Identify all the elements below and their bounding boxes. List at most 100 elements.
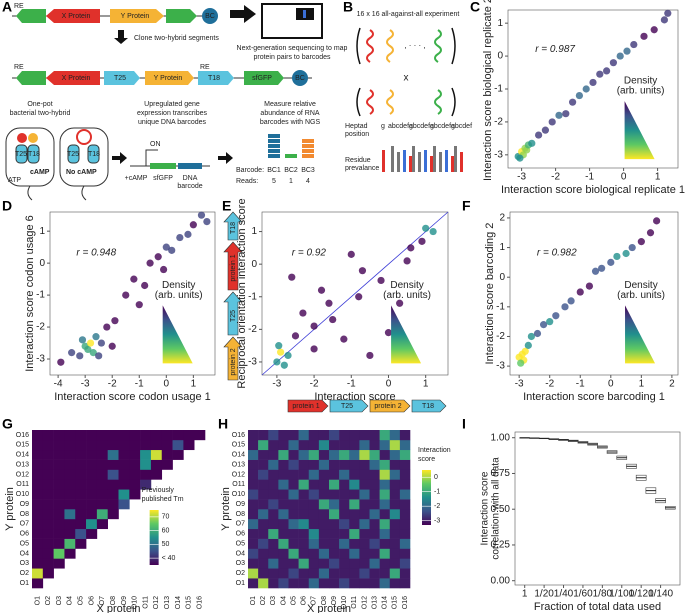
cell xyxy=(129,479,141,490)
cell xyxy=(308,469,320,480)
cell xyxy=(329,548,340,559)
cell xyxy=(349,578,360,589)
cell xyxy=(86,528,98,539)
cell xyxy=(248,518,259,530)
cell xyxy=(248,578,259,589)
re: RE xyxy=(200,64,210,71)
cell xyxy=(42,449,54,460)
y-tick-label: -2 xyxy=(248,324,257,335)
cell xyxy=(42,548,54,559)
y-tick-label: 0 xyxy=(497,51,503,62)
cell xyxy=(329,578,340,589)
cell xyxy=(32,479,44,490)
cell xyxy=(339,538,350,549)
cell xyxy=(379,459,391,470)
cell xyxy=(389,538,401,549)
x-tick-label: -2 xyxy=(551,172,560,183)
cell xyxy=(64,499,76,510)
cell xyxy=(298,459,310,470)
y-tick-label: O11 xyxy=(16,481,29,488)
cell xyxy=(64,528,76,539)
y-tick-label: O15 xyxy=(16,442,29,449)
cell xyxy=(278,558,289,569)
point xyxy=(603,67,611,75)
point xyxy=(168,246,176,254)
plot-frame xyxy=(261,211,449,376)
x-tick-label: O6 xyxy=(88,596,95,605)
cell xyxy=(42,479,54,490)
point xyxy=(521,347,529,355)
x-axis-label: X protein xyxy=(96,603,140,613)
cell xyxy=(53,518,65,530)
cell xyxy=(308,499,320,510)
cell xyxy=(64,489,76,500)
cell xyxy=(339,439,350,451)
y-tick-label: O2 xyxy=(20,570,29,577)
cell xyxy=(288,558,299,569)
cell xyxy=(329,499,340,510)
point xyxy=(664,9,672,17)
barcode-gene xyxy=(178,163,202,169)
point xyxy=(135,301,143,309)
cell xyxy=(349,558,360,569)
cell xyxy=(369,548,380,559)
point xyxy=(582,85,590,93)
cell xyxy=(379,430,391,441)
y-tick-label: O6 xyxy=(236,531,245,538)
x-tick-label: 1/40 xyxy=(554,589,574,600)
x-tick-label: -1 xyxy=(585,172,594,183)
gene-label: Y Protein xyxy=(121,13,150,20)
cell xyxy=(107,430,119,441)
cell xyxy=(359,430,370,441)
cell xyxy=(64,469,76,480)
point xyxy=(130,275,138,283)
cell xyxy=(318,439,330,451)
cell xyxy=(150,439,163,451)
point xyxy=(176,233,184,242)
cell xyxy=(298,528,310,539)
barcode-name: BC2 xyxy=(284,167,298,174)
cell xyxy=(53,509,65,520)
cell xyxy=(379,558,391,569)
cell xyxy=(379,509,391,520)
x-tick-label: O10 xyxy=(341,596,348,609)
cell xyxy=(399,469,411,480)
point xyxy=(111,317,119,325)
cell xyxy=(258,518,269,530)
density-legend xyxy=(162,305,193,364)
point xyxy=(160,265,168,274)
step-text: bacterial two-hybrid xyxy=(10,110,71,117)
x-tick-label: O8 xyxy=(321,596,328,605)
cell xyxy=(329,538,340,549)
cell xyxy=(339,509,350,520)
x-tick-label: -2 xyxy=(108,379,117,390)
point xyxy=(122,291,130,299)
y-tick-label: O9 xyxy=(236,501,245,508)
point xyxy=(562,110,570,118)
camp: cAMP xyxy=(30,169,50,176)
cell xyxy=(86,499,98,510)
point xyxy=(146,259,154,267)
y-tick-label: O16 xyxy=(16,432,29,439)
point xyxy=(103,323,111,331)
cell xyxy=(329,459,340,470)
point xyxy=(277,348,285,356)
point xyxy=(407,244,415,252)
cell xyxy=(248,479,259,490)
heptad-position: abcdefg xyxy=(430,123,455,130)
reads: 5 xyxy=(272,178,276,185)
y-axis-label: Interaction score barcoding 2 xyxy=(484,223,496,365)
cell xyxy=(369,430,380,441)
point xyxy=(541,126,550,134)
construct-label: protein 1 xyxy=(230,254,237,281)
cell xyxy=(318,489,330,500)
cell xyxy=(359,469,370,480)
cell xyxy=(288,518,299,530)
cell xyxy=(248,548,259,559)
cell xyxy=(389,459,401,470)
cell xyxy=(53,558,65,569)
point xyxy=(310,322,318,330)
cell xyxy=(32,459,44,470)
annotation: r = 0.987 xyxy=(535,44,575,55)
panel-label: D xyxy=(2,198,12,214)
